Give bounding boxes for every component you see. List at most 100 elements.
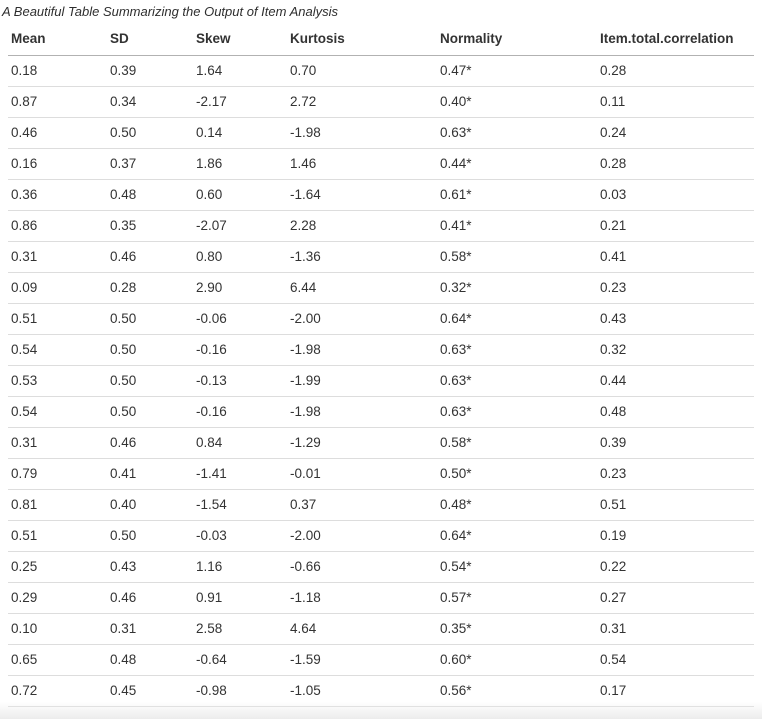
table-cell-normality: 0.44* xyxy=(437,148,597,180)
table-cell-normality: 0.57* xyxy=(437,582,597,614)
table-cell-sd: 0.46 xyxy=(107,241,193,273)
table-cell-mean: 0.65 xyxy=(8,644,107,676)
table-cell-kurtosis: -1.98 xyxy=(287,334,437,366)
table-row: 0.79 0.41 -1.41 -0.01 0.50* 0.23 xyxy=(8,458,754,490)
table-row: 0.81 0.40 -1.54 0.37 0.48* 0.51 xyxy=(8,489,754,521)
table-cell-kurtosis: -1.18 xyxy=(287,582,437,614)
table-cell-normality: 0.64* xyxy=(437,520,597,552)
table-cell-normality: 0.48* xyxy=(437,489,597,521)
table-cell-sd: 0.50 xyxy=(107,117,193,149)
table-cell-sd: 0.34 xyxy=(107,86,193,118)
table-cell-kurtosis: 0.70 xyxy=(287,55,437,87)
table-cell-skew: 1.86 xyxy=(193,148,287,180)
table-cell-mean: 0.36 xyxy=(8,179,107,211)
table-cell-normality: 0.35* xyxy=(437,613,597,645)
table-cell-skew: 1.64 xyxy=(193,55,287,87)
table-cell-mean: 0.87 xyxy=(8,86,107,118)
table-cell-skew: 0.84 xyxy=(193,427,287,459)
table-cell-normality: 0.63* xyxy=(437,396,597,428)
table-cell-skew: 0.91 xyxy=(193,582,287,614)
item-analysis-table: Mean SD Skew Kurtosis Normality Item.total.co… xyxy=(8,24,754,707)
table-cell-normality: 0.56* xyxy=(437,675,597,707)
column-header-normality: Normality xyxy=(437,24,597,56)
table-cell-sd: 0.31 xyxy=(107,613,193,645)
table-cell-kurtosis: 6.44 xyxy=(287,272,437,304)
table-cell-skew: -0.16 xyxy=(193,334,287,366)
table-cell-kurtosis: -1.05 xyxy=(287,675,437,707)
table-cell-mean: 0.29 xyxy=(8,582,107,614)
table-cell-item-total-correlation: 0.48 xyxy=(597,396,754,428)
table-cell-skew: 2.90 xyxy=(193,272,287,304)
table-cell-item-total-correlation: 0.03 xyxy=(597,179,754,211)
table-cell-mean: 0.25 xyxy=(8,551,107,583)
table-row: 0.46 0.50 0.14 -1.98 0.63* 0.24 xyxy=(8,117,754,149)
table-cell-kurtosis: 1.46 xyxy=(287,148,437,180)
table-cell-normality: 0.40* xyxy=(437,86,597,118)
column-header-skew: Skew xyxy=(193,24,287,56)
table-cell-item-total-correlation: 0.31 xyxy=(597,613,754,645)
table-cell-item-total-correlation: 0.43 xyxy=(597,303,754,335)
table-row: 0.10 0.31 2.58 4.64 0.35* 0.31 xyxy=(8,613,754,645)
table-cell-normality: 0.32* xyxy=(437,272,597,304)
table-cell-item-total-correlation: 0.23 xyxy=(597,272,754,304)
table-cell-skew: -0.06 xyxy=(193,303,287,335)
table-cell-kurtosis: 2.28 xyxy=(287,210,437,242)
table-cell-normality: 0.58* xyxy=(437,241,597,273)
table-row: 0.54 0.50 -0.16 -1.98 0.63* 0.48 xyxy=(8,396,754,428)
table-cell-item-total-correlation: 0.21 xyxy=(597,210,754,242)
table-cell-normality: 0.47* xyxy=(437,55,597,87)
table-cell-skew: -2.17 xyxy=(193,86,287,118)
table-cell-sd: 0.43 xyxy=(107,551,193,583)
table-row: 0.18 0.39 1.64 0.70 0.47* 0.28 xyxy=(8,55,754,87)
table-row: 0.53 0.50 -0.13 -1.99 0.63* 0.44 xyxy=(8,365,754,397)
table-cell-sd: 0.50 xyxy=(107,365,193,397)
table-cell-item-total-correlation: 0.28 xyxy=(597,55,754,87)
table-cell-item-total-correlation: 0.24 xyxy=(597,117,754,149)
table-cell-mean: 0.31 xyxy=(8,427,107,459)
table-cell-sd: 0.28 xyxy=(107,272,193,304)
table-cell-kurtosis: -1.98 xyxy=(287,396,437,428)
table-cell-normality: 0.41* xyxy=(437,210,597,242)
table-cell-sd: 0.50 xyxy=(107,334,193,366)
table-cell-skew: -0.03 xyxy=(193,520,287,552)
column-header-mean: Mean xyxy=(8,24,107,56)
table-cell-sd: 0.48 xyxy=(107,644,193,676)
column-header-kurtosis: Kurtosis xyxy=(287,24,437,56)
table-cell-kurtosis: -0.66 xyxy=(287,551,437,583)
table-row: 0.29 0.46 0.91 -1.18 0.57* 0.27 xyxy=(8,582,754,614)
table-row: 0.54 0.50 -0.16 -1.98 0.63* 0.32 xyxy=(8,334,754,366)
table-cell-normality: 0.63* xyxy=(437,117,597,149)
table-cell-item-total-correlation: 0.23 xyxy=(597,458,754,490)
table-cell-skew: -0.16 xyxy=(193,396,287,428)
table-cell-kurtosis: 4.64 xyxy=(287,613,437,645)
table-row: 0.87 0.34 -2.17 2.72 0.40* 0.11 xyxy=(8,86,754,118)
table-header-row: Mean SD Skew Kurtosis Normality Item.total.co… xyxy=(8,24,754,56)
table-cell-skew: 1.16 xyxy=(193,551,287,583)
table-cell-kurtosis: 0.37 xyxy=(287,489,437,521)
table-cell-kurtosis: 2.72 xyxy=(287,86,437,118)
table-cell-sd: 0.35 xyxy=(107,210,193,242)
table-row: 0.09 0.28 2.90 6.44 0.32* 0.23 xyxy=(8,272,754,304)
table-row: 0.86 0.35 -2.07 2.28 0.41* 0.21 xyxy=(8,210,754,242)
table-cell-mean: 0.51 xyxy=(8,520,107,552)
table-cell-sd: 0.46 xyxy=(107,427,193,459)
table-row: 0.36 0.48 0.60 -1.64 0.61* 0.03 xyxy=(8,179,754,211)
table-cell-kurtosis: -2.00 xyxy=(287,303,437,335)
table-cell-mean: 0.10 xyxy=(8,613,107,645)
table-row: 0.51 0.50 -0.06 -2.00 0.64* 0.43 xyxy=(8,303,754,335)
table-cell-item-total-correlation: 0.54 xyxy=(597,644,754,676)
table-cell-normality: 0.61* xyxy=(437,179,597,211)
table-cell-item-total-correlation: 0.41 xyxy=(597,241,754,273)
table-cell-item-total-correlation: 0.27 xyxy=(597,582,754,614)
table-cell-sd: 0.50 xyxy=(107,303,193,335)
table-cell-mean: 0.86 xyxy=(8,210,107,242)
table-cell-mean: 0.54 xyxy=(8,334,107,366)
table-row: 0.31 0.46 0.80 -1.36 0.58* 0.41 xyxy=(8,241,754,273)
table-row: 0.65 0.48 -0.64 -1.59 0.60* 0.54 xyxy=(8,644,754,676)
table-cell-skew: -0.13 xyxy=(193,365,287,397)
table-cell-normality: 0.63* xyxy=(437,365,597,397)
table-cell-mean: 0.54 xyxy=(8,396,107,428)
column-header-sd: SD xyxy=(107,24,193,56)
table-cell-sd: 0.39 xyxy=(107,55,193,87)
table-cell-kurtosis: -1.29 xyxy=(287,427,437,459)
